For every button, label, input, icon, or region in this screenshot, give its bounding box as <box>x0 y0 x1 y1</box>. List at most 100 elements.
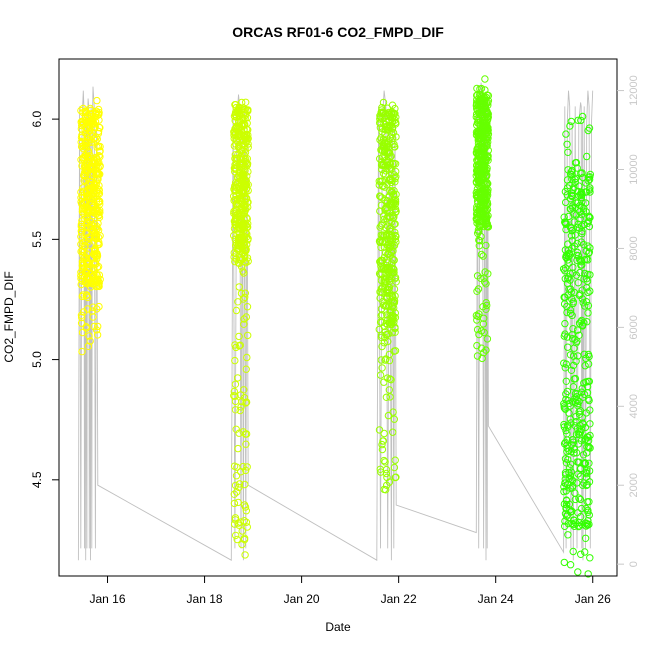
series-2 <box>230 98 252 559</box>
data-point <box>242 138 250 147</box>
data-point <box>391 116 399 124</box>
data-point <box>390 143 398 151</box>
data-point <box>575 518 583 527</box>
data-point <box>80 273 89 281</box>
altitude-line <box>77 82 594 561</box>
data-point <box>382 469 391 478</box>
data-point <box>576 495 585 504</box>
series-4 <box>472 75 493 363</box>
data-point <box>572 357 580 365</box>
data-point <box>564 421 572 429</box>
data-point <box>579 420 587 428</box>
data-point <box>562 501 571 509</box>
data-point <box>238 234 246 242</box>
data-point <box>390 415 398 423</box>
data-point <box>232 531 240 540</box>
data-point <box>560 423 568 431</box>
data-point <box>562 198 570 207</box>
data-point <box>474 118 482 127</box>
data-point <box>584 517 592 525</box>
data-point <box>583 520 591 528</box>
data-point <box>390 196 398 204</box>
data-point <box>581 548 589 556</box>
data-point <box>586 287 594 295</box>
data-point <box>383 481 391 489</box>
data-point <box>234 242 243 250</box>
series-5 <box>559 112 594 578</box>
data-point <box>87 154 96 163</box>
data-point <box>576 215 584 223</box>
data-point <box>563 184 572 192</box>
x-tick-label: Jan 26 <box>575 592 611 606</box>
data-point <box>483 201 491 210</box>
data-point <box>231 397 240 406</box>
data-point <box>376 294 384 302</box>
data-point <box>479 252 487 260</box>
data-point <box>78 328 87 337</box>
data-point <box>565 212 573 221</box>
data-point <box>239 462 247 471</box>
data-point <box>566 561 575 569</box>
data-point <box>230 224 239 233</box>
data-point <box>78 200 86 208</box>
data-point <box>478 208 487 217</box>
data-point <box>562 459 571 467</box>
data-point <box>378 342 386 351</box>
data-point <box>235 283 243 291</box>
data-point <box>231 356 239 365</box>
data-point <box>474 132 482 140</box>
data-point <box>231 392 239 400</box>
data-point <box>238 121 247 130</box>
data-point <box>238 255 247 264</box>
data-point <box>561 187 570 196</box>
data-point <box>242 313 251 321</box>
data-point <box>389 428 397 436</box>
data-point <box>567 366 576 374</box>
data-point <box>380 339 388 347</box>
data-point <box>85 332 93 340</box>
data-point <box>239 104 247 112</box>
data-point <box>560 558 568 567</box>
data-point <box>82 144 91 152</box>
data-point <box>561 267 569 275</box>
plot-frame <box>58 58 618 577</box>
data-point <box>389 129 398 137</box>
data-point <box>94 142 103 151</box>
data-point <box>478 354 486 363</box>
data-point <box>82 203 91 212</box>
data-point <box>571 178 579 187</box>
data-point <box>380 456 388 465</box>
data-point <box>583 433 591 441</box>
data-point <box>383 255 391 264</box>
data-point <box>242 365 250 373</box>
data-point <box>565 399 574 407</box>
data-point <box>381 276 390 284</box>
data-point <box>241 293 249 301</box>
data-point <box>586 420 594 428</box>
data-point <box>390 187 398 195</box>
data-point <box>379 181 387 190</box>
data-point <box>561 275 569 283</box>
data-point <box>566 122 574 130</box>
data-point <box>379 98 388 107</box>
data-point <box>392 113 400 121</box>
data-point <box>83 217 91 226</box>
data-point <box>379 161 387 170</box>
data-point <box>377 108 385 117</box>
data-point <box>379 283 387 291</box>
y2-tick-label: 8000 <box>628 236 640 260</box>
data-point <box>95 282 103 291</box>
data-point <box>382 465 391 474</box>
data-point <box>235 332 243 341</box>
data-point <box>385 108 393 117</box>
data-point <box>82 165 90 174</box>
data-point <box>95 186 104 194</box>
data-point <box>92 204 100 213</box>
data-point <box>387 203 395 211</box>
data-point <box>566 309 575 318</box>
data-point <box>79 184 87 192</box>
data-point <box>244 106 252 114</box>
data-point <box>232 472 241 480</box>
data-point <box>565 259 573 267</box>
data-point <box>473 272 482 280</box>
